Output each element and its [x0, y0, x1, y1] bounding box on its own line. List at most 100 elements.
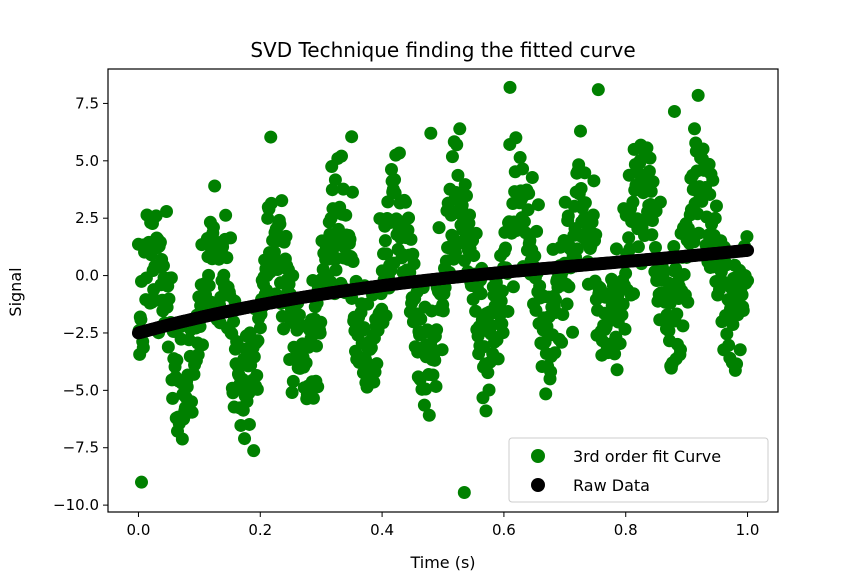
legend-label-raw-data: Raw Data	[573, 476, 650, 495]
fit-curve-point	[292, 308, 306, 322]
fit-curve-point	[219, 208, 233, 222]
y-tick-label: 2.5	[75, 209, 99, 227]
fit-curve-point	[645, 228, 659, 242]
fit-curve-point	[208, 179, 222, 193]
fit-curve-point	[339, 208, 353, 222]
fit-curve-point	[560, 297, 574, 311]
raw-data-point	[741, 243, 755, 257]
x-tick-label: 0.4	[370, 521, 394, 539]
chart-title: SVD Technique finding the fitted curve	[250, 38, 635, 62]
fit-curve-point	[720, 327, 734, 341]
fit-curve-point	[135, 475, 148, 489]
fit-curve-point	[451, 168, 465, 182]
series-fit-curve-points	[131, 80, 755, 499]
y-tick-label: −2.5	[63, 324, 99, 342]
fit-curve-point	[673, 343, 687, 357]
fit-curve-point	[730, 357, 744, 371]
fit-curve-point	[616, 297, 630, 311]
y-tick-label: 7.5	[75, 94, 99, 112]
fit-curve-point	[346, 255, 360, 269]
fit-curve-point	[501, 304, 515, 318]
legend-box	[508, 437, 769, 503]
legend-marker-fit-curve	[531, 449, 545, 463]
fit-curve-point	[250, 369, 264, 383]
fit-curve-point	[299, 356, 313, 370]
fit-curve-point	[313, 326, 327, 340]
fit-curve-point	[202, 268, 216, 282]
fit-curve-point	[619, 266, 633, 280]
y-tick-label: −7.5	[63, 439, 99, 457]
fit-curve-point	[586, 208, 600, 222]
fit-curve-point	[736, 304, 750, 318]
fit-curve-point	[220, 251, 234, 265]
fit-curve-point	[702, 157, 716, 171]
fit-curve-point	[516, 162, 530, 176]
fit-curve-point	[531, 198, 545, 212]
fit-curve-point	[419, 382, 433, 396]
fit-curve-point	[733, 343, 747, 357]
fit-curve-point	[202, 279, 216, 293]
fit-curve-point	[367, 375, 381, 389]
fit-curve-point	[328, 173, 342, 187]
series-raw-data-points	[131, 243, 755, 340]
fit-curve-point	[435, 343, 449, 357]
fit-curve-point	[570, 242, 584, 256]
fit-curve-point	[562, 280, 576, 294]
fit-curve-point	[578, 196, 592, 210]
fit-curve-point	[170, 353, 184, 367]
fit-curve-point	[615, 308, 629, 322]
fit-curve-point	[692, 226, 706, 240]
fit-curve-point	[709, 199, 723, 213]
fit-curve-point	[458, 178, 472, 192]
fit-curve-point	[404, 232, 418, 246]
fit-curve-point	[613, 337, 627, 351]
fit-curve-point	[251, 334, 265, 348]
fit-curve-point	[185, 395, 198, 409]
fit-curve-point	[644, 184, 658, 198]
fit-curve-point	[610, 363, 624, 377]
fit-curve-point	[491, 352, 505, 366]
fit-curve-point	[677, 267, 691, 281]
fit-curve-point	[436, 304, 450, 318]
fit-curve-point	[422, 408, 436, 422]
fit-curve-point	[357, 321, 371, 335]
x-axis-ticks: 0.0 0.2 0.4 0.6 0.8 1.0	[127, 512, 760, 539]
fit-curve-point	[643, 151, 657, 165]
fit-curve-point	[667, 240, 681, 254]
fit-curve-point	[306, 391, 320, 405]
fit-curve-point	[459, 189, 473, 203]
fit-curve-point	[185, 405, 199, 419]
fit-curve-point	[175, 432, 189, 446]
fit-curve-point	[370, 357, 384, 371]
fit-curve-point	[495, 284, 509, 298]
fit-curve-point	[279, 229, 293, 243]
x-tick-label: 0.0	[127, 521, 151, 539]
fit-curve-point	[149, 209, 163, 223]
fit-curve-point	[384, 163, 398, 176]
fit-curve-point	[325, 183, 339, 197]
fit-curve-point	[517, 215, 531, 229]
fit-curve-point	[574, 181, 588, 195]
fit-curve-point	[662, 324, 676, 338]
fit-curve-point	[417, 398, 431, 412]
x-tick-label: 1.0	[736, 521, 760, 539]
legend: 3rd order fit Curve Raw Data	[508, 437, 769, 503]
fit-curve-point	[646, 175, 660, 189]
fit-curve-point	[506, 280, 520, 294]
fit-curve-point	[521, 203, 535, 217]
fit-curve-point	[445, 150, 459, 164]
fit-curve-point	[627, 287, 641, 301]
fit-curve-point	[648, 240, 662, 254]
fit-curve-point	[525, 170, 539, 184]
fit-curve-point	[134, 313, 148, 327]
fit-curve-point	[453, 122, 467, 136]
fit-curve-point	[153, 235, 167, 249]
fit-curve-point	[388, 186, 402, 200]
fit-curve-point	[191, 348, 205, 362]
fit-curve-point	[136, 341, 150, 355]
fit-curve-point	[345, 130, 359, 144]
fit-curve-point	[589, 228, 603, 242]
y-axis-label: Signal	[6, 267, 25, 316]
fit-curve-point	[667, 104, 681, 118]
fit-curve-point	[166, 391, 180, 405]
